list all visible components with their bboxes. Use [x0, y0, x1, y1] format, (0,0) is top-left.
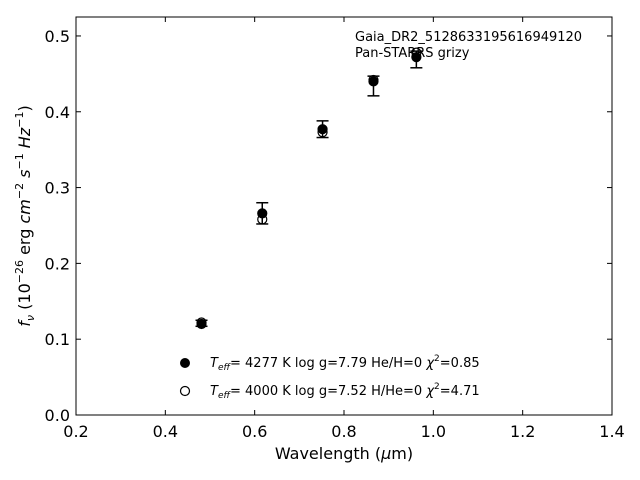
axes-frame — [75, 16, 613, 416]
x-tick-label: 1.0 — [421, 422, 446, 441]
data-points — [196, 47, 422, 330]
x-tick-label: 0.6 — [242, 422, 267, 441]
plot-area: 0.2 0.4 0.6 0.8 1.0 1.2 1.4 0.0 0.1 0.2 0.3 0.4 0.5 — [45, 16, 625, 441]
y-tick-label: 0.4 — [45, 103, 70, 122]
y-tick-label: 0.5 — [45, 27, 70, 46]
model-point-filled — [317, 124, 328, 135]
x-tick-label: 1.2 — [510, 422, 535, 441]
legend-marker-filled — [180, 358, 190, 368]
annotation-object-id: Gaia_DR2_5128633195616949120 — [355, 30, 582, 45]
y-tick-label: 0.1 — [45, 330, 70, 349]
annotation-survey: Pan-STARRS grizy — [355, 46, 470, 61]
legend-marker-open — [179, 385, 191, 397]
legend-entry-model-1: Teff= 4277 K log g=7.79 He/H=0 χ2=0.85 — [210, 354, 480, 373]
y-axis-label: fν (10−26 erg cm−2 s−1 Hz−1) — [13, 105, 37, 326]
legend-entry-model-2: Teff= 4000 K log g=7.52 H/He=0 χ2=4.71 — [210, 382, 480, 401]
x-tick-label: 0.8 — [331, 422, 356, 441]
y-tick-label: 0.2 — [45, 254, 70, 273]
model-point-filled — [411, 52, 422, 63]
y-tick-label: 0.3 — [45, 179, 70, 198]
x-axis-label: Wavelength (μm) — [275, 444, 413, 463]
x-tick-label: 0.2 — [63, 422, 88, 441]
y-tick-label: 0.0 — [45, 406, 70, 425]
model-point-filled — [196, 318, 207, 330]
x-tick-label: 0.4 — [153, 422, 178, 441]
model-point-filled — [368, 76, 379, 87]
axis-ticks: 0.2 0.4 0.6 0.8 1.0 1.2 1.4 0.0 0.1 0.2 0.3 0.4 0.5 — [45, 17, 625, 441]
model-point-filled — [257, 208, 268, 219]
legend: Teff= 4277 K log g=7.79 He/H=0 χ2=0.85 T… — [179, 354, 480, 401]
x-tick-label: 1.4 — [599, 422, 624, 441]
